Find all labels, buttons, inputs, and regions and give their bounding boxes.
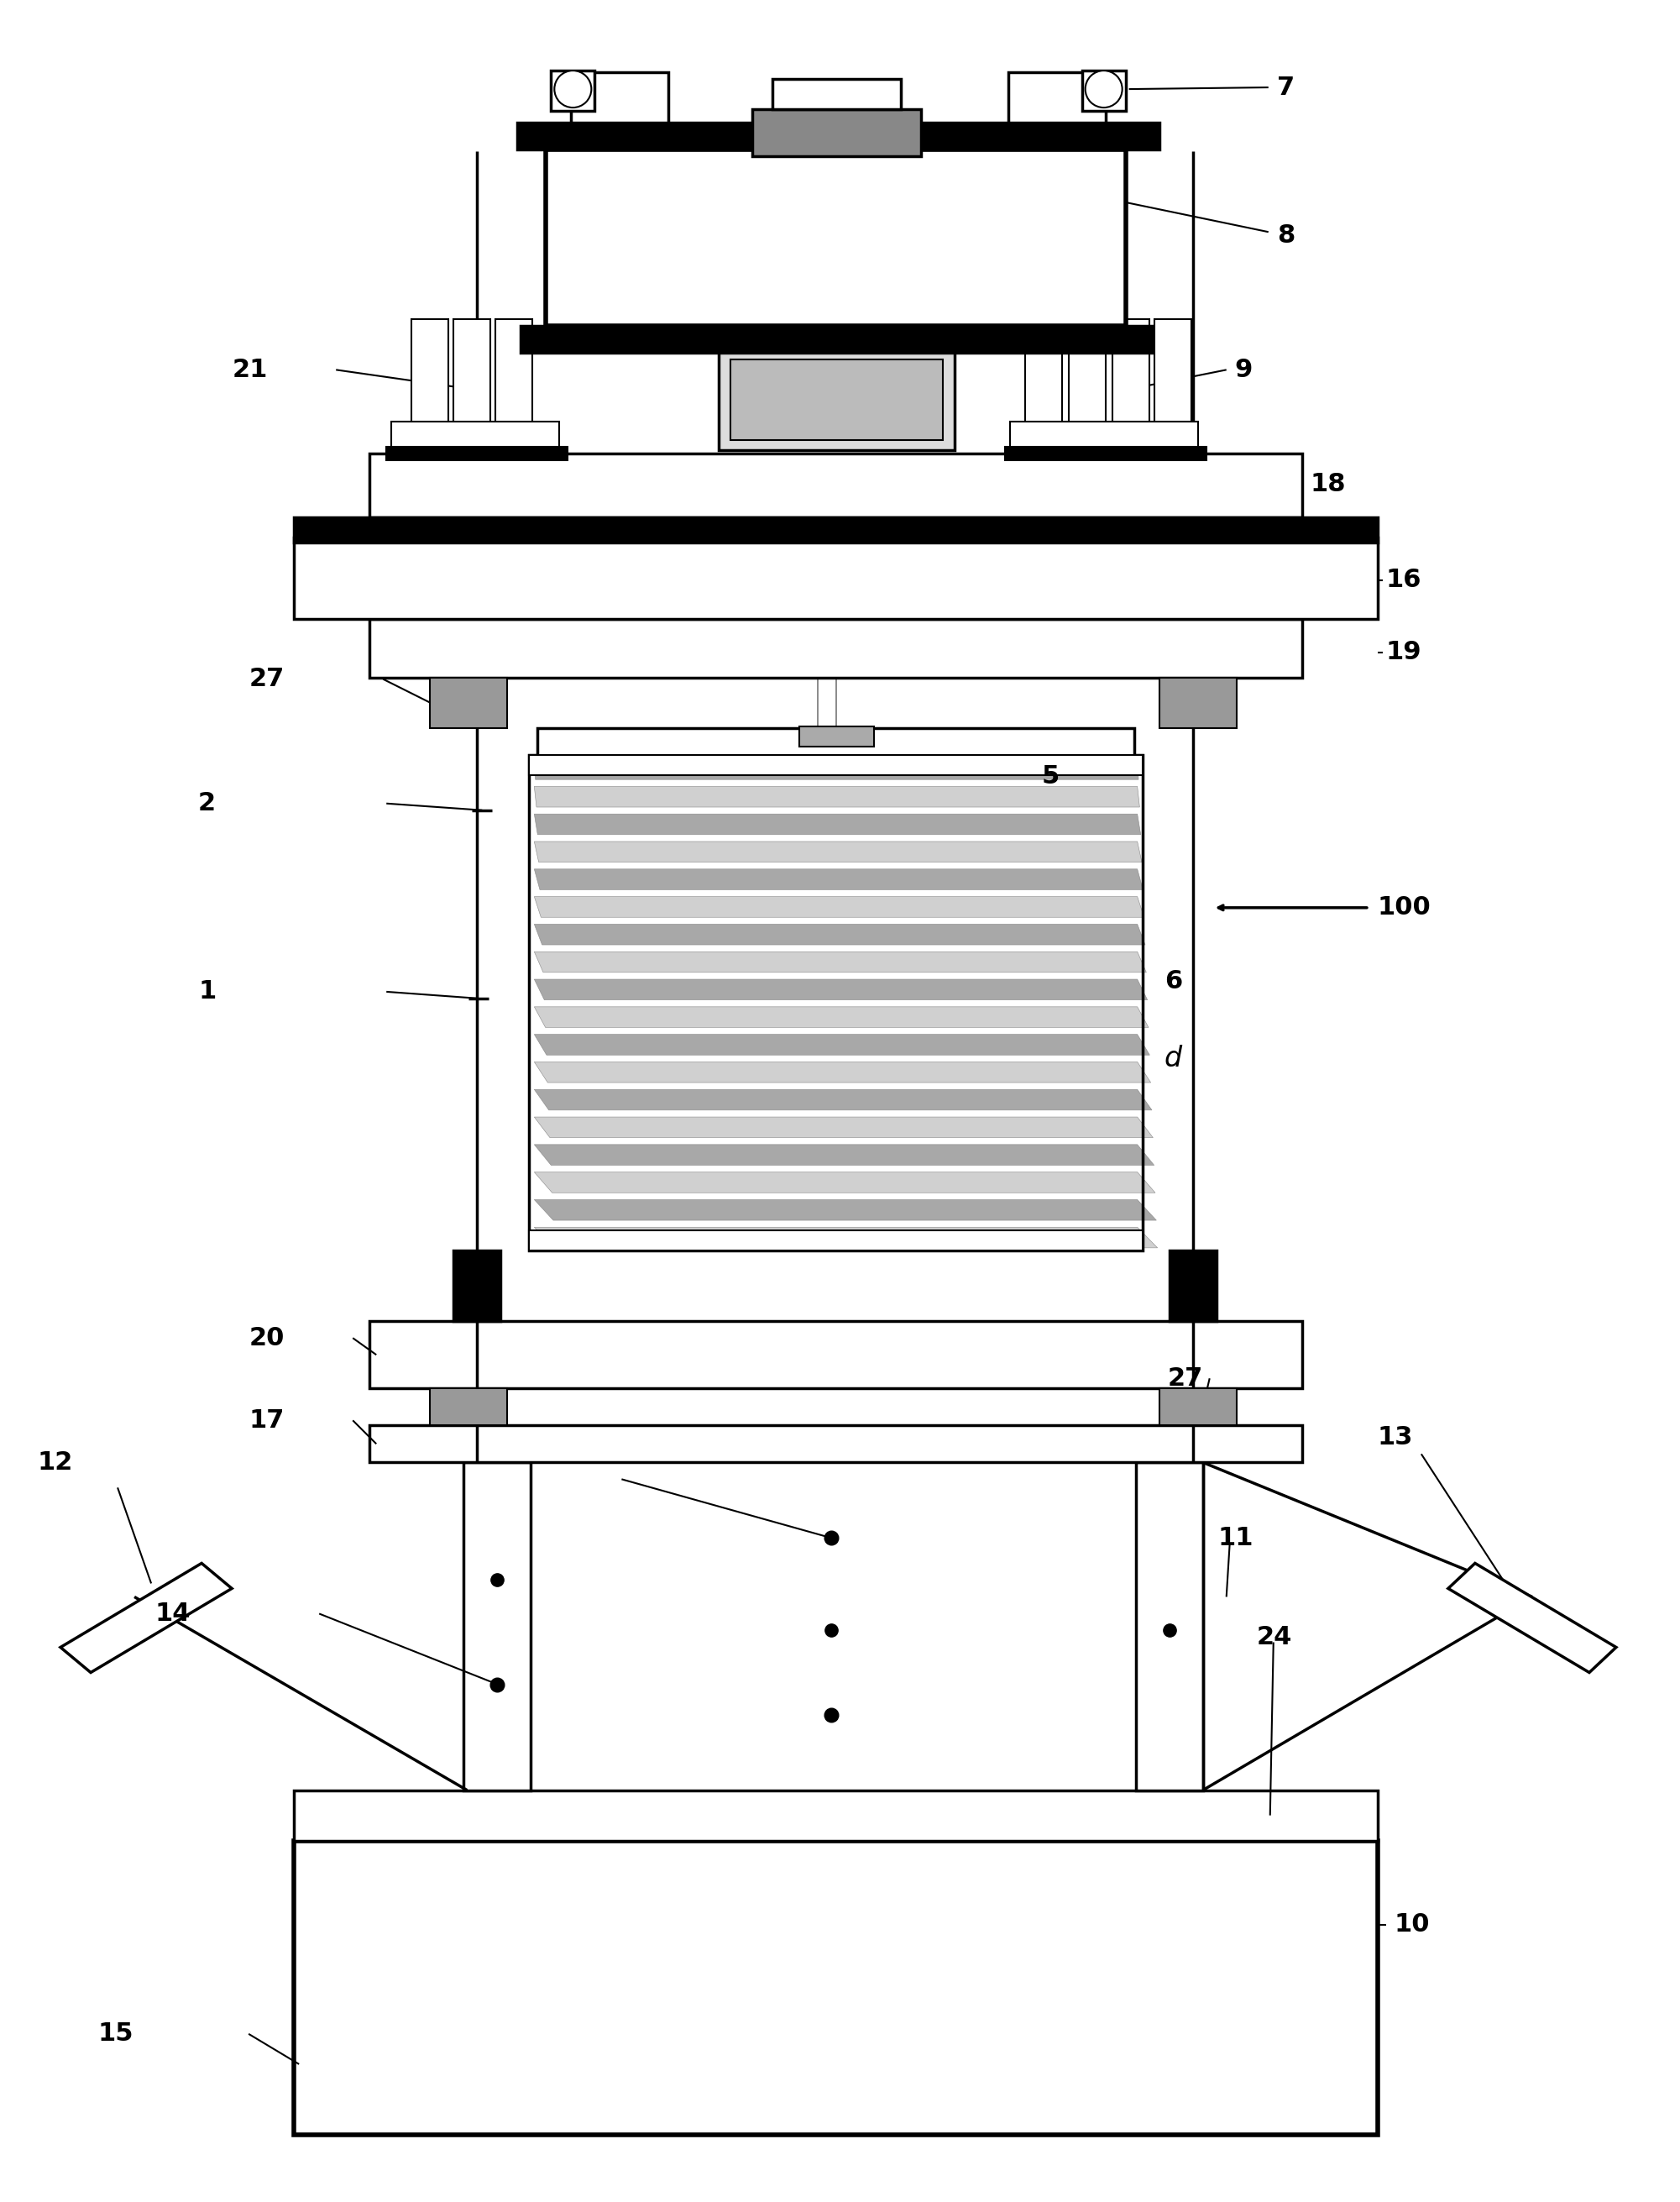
- Polygon shape: [534, 815, 1141, 835]
- Text: 5: 5: [1042, 764, 1060, 788]
- Polygon shape: [534, 1090, 1152, 1110]
- Text: 7: 7: [1277, 75, 1295, 99]
- Bar: [529, 755, 1142, 775]
- Bar: [391, 423, 559, 447]
- Bar: [1010, 423, 1198, 447]
- Bar: [454, 319, 491, 454]
- Bar: [731, 359, 942, 440]
- Bar: [1159, 1389, 1236, 1425]
- Bar: [753, 110, 921, 156]
- Text: 100: 100: [1378, 896, 1431, 920]
- Polygon shape: [534, 1200, 1156, 1220]
- Text: 24: 24: [1257, 1625, 1292, 1649]
- Polygon shape: [534, 1006, 1149, 1028]
- Polygon shape: [534, 980, 1147, 1000]
- Polygon shape: [534, 786, 1139, 808]
- Bar: [1112, 319, 1149, 454]
- Text: 27: 27: [249, 667, 284, 691]
- Bar: [773, 79, 900, 110]
- Polygon shape: [534, 951, 1146, 973]
- Text: 12: 12: [37, 1451, 72, 1475]
- Bar: [430, 678, 507, 729]
- Bar: [538, 729, 1134, 764]
- Text: 11: 11: [1218, 1526, 1253, 1550]
- Text: 15: 15: [97, 2021, 133, 2046]
- Bar: [517, 123, 1159, 150]
- Polygon shape: [1448, 1563, 1616, 1674]
- Bar: [454, 1251, 501, 1321]
- Polygon shape: [534, 896, 1144, 918]
- Bar: [370, 619, 1302, 678]
- Polygon shape: [534, 760, 1139, 780]
- Text: 18: 18: [1310, 471, 1346, 495]
- Polygon shape: [534, 1171, 1156, 1193]
- Bar: [294, 1790, 1378, 1841]
- Text: d: d: [1164, 1046, 1183, 1072]
- Polygon shape: [534, 870, 1142, 890]
- Bar: [1068, 319, 1105, 454]
- Bar: [1159, 678, 1236, 729]
- Text: 27: 27: [1168, 1365, 1203, 1389]
- Polygon shape: [534, 925, 1146, 945]
- Bar: [386, 447, 568, 460]
- Text: 6: 6: [1164, 969, 1183, 993]
- Bar: [571, 73, 669, 123]
- Bar: [800, 727, 874, 746]
- Bar: [1025, 319, 1062, 454]
- Bar: [529, 1231, 1142, 1251]
- Bar: [521, 326, 1152, 352]
- Text: 1: 1: [198, 980, 217, 1004]
- Text: 10: 10: [1394, 1914, 1430, 1938]
- Bar: [370, 454, 1302, 517]
- Polygon shape: [534, 841, 1142, 863]
- Bar: [412, 319, 449, 454]
- Polygon shape: [534, 1035, 1149, 1055]
- Text: 16: 16: [1386, 568, 1421, 592]
- Polygon shape: [534, 1227, 1158, 1249]
- Bar: [464, 1462, 531, 1790]
- Bar: [551, 70, 595, 110]
- Text: 20: 20: [249, 1326, 284, 1350]
- Bar: [370, 1321, 1302, 1389]
- Polygon shape: [534, 1061, 1151, 1083]
- Text: 21: 21: [232, 357, 267, 381]
- Bar: [430, 1389, 507, 1425]
- Bar: [1082, 70, 1126, 110]
- Text: 13: 13: [1378, 1425, 1413, 1449]
- Text: 2: 2: [198, 791, 217, 815]
- Polygon shape: [534, 1145, 1154, 1165]
- Text: 17: 17: [249, 1409, 284, 1434]
- Polygon shape: [534, 1116, 1152, 1138]
- Bar: [1005, 447, 1206, 460]
- Bar: [1008, 73, 1105, 123]
- Bar: [294, 537, 1378, 619]
- Circle shape: [554, 70, 591, 108]
- Bar: [370, 1425, 1302, 1462]
- Bar: [546, 150, 1126, 326]
- Bar: [1136, 1462, 1203, 1790]
- Bar: [294, 517, 1378, 544]
- Bar: [719, 350, 954, 451]
- Text: 19: 19: [1386, 641, 1421, 665]
- Bar: [529, 755, 1142, 1251]
- Text: 9: 9: [1235, 357, 1253, 381]
- Text: 14: 14: [155, 1601, 190, 1625]
- Polygon shape: [60, 1563, 232, 1674]
- Bar: [1154, 319, 1191, 454]
- Bar: [496, 319, 533, 454]
- Circle shape: [1085, 70, 1122, 108]
- Bar: [1169, 1251, 1216, 1321]
- Text: 8: 8: [1277, 222, 1295, 247]
- Bar: [294, 1841, 1378, 2134]
